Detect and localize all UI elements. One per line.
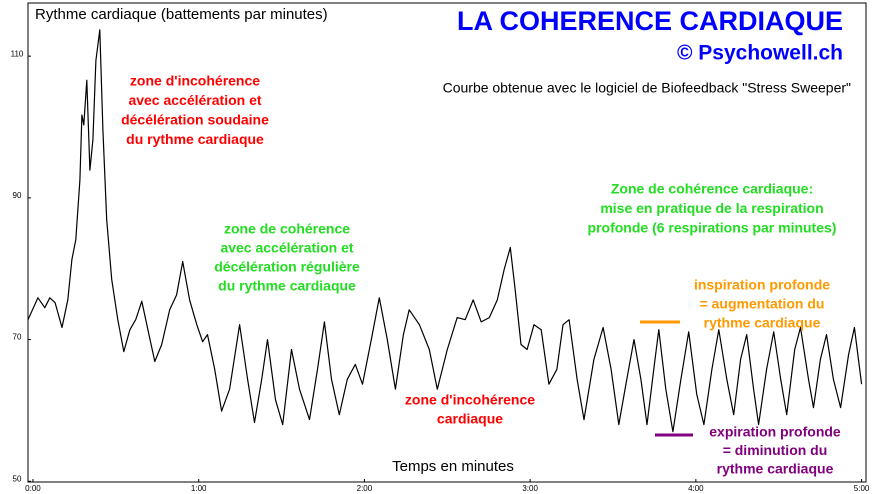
annotation: Zone de cohérence cardiaque: [611, 181, 813, 197]
annotation: décélération régulière [214, 259, 360, 275]
y-tick-label: 110 [11, 49, 24, 58]
annotation: rythme cardiaque [704, 315, 821, 331]
plot-frame [27, 2, 867, 483]
x-tick-label: 2:00 [357, 484, 373, 493]
heart-rate-line [27, 29, 863, 433]
x-tick-label: 1:00 [191, 484, 207, 493]
chart-subtitle: © Psychowell.ch [677, 42, 843, 65]
annotation: du rythme cardiaque [126, 131, 264, 147]
annotation: zone d'incohérence [130, 73, 260, 89]
annotation: rythme cardiaque [717, 461, 834, 477]
annotation: avec accélération et [220, 240, 353, 256]
x-tick-label: 0:00 [25, 484, 41, 493]
annotation: expiration profonde [709, 424, 841, 440]
x-tick-label: 5:00 [854, 484, 870, 493]
annotation: = diminution du [723, 442, 828, 458]
y-tick-label: 90 [13, 191, 22, 200]
chart-note: Courbe obtenue avec le logiciel de Biofe… [443, 80, 851, 96]
y-tick-label: 50 [13, 474, 22, 483]
x-tick-label: 3:00 [522, 484, 538, 493]
y-tick-label: 70 [13, 333, 22, 342]
annotation: décélération soudaine [121, 112, 269, 128]
y-axis-label: Rythme cardiaque (battements par minutes… [35, 6, 328, 23]
x-axis-label: Temps en minutes [392, 458, 514, 475]
annotation: avec accélération et [128, 92, 261, 108]
chart-title: LA COHERENCE CARDIAQUE [457, 6, 843, 36]
annotation: = augmentation du [700, 296, 825, 312]
annotation: mise en pratique de la respiration [600, 200, 823, 216]
annotation: zone de cohérence [224, 221, 350, 237]
annotation: du rythme cardiaque [218, 278, 356, 294]
annotation: inspiration profonde [694, 277, 830, 293]
annotation: cardiaque [437, 411, 503, 427]
annotation: zone d'incohérence [405, 392, 535, 408]
annotation: profonde (6 respirations par minutes) [588, 220, 837, 236]
x-tick-label: 4:00 [688, 484, 704, 493]
